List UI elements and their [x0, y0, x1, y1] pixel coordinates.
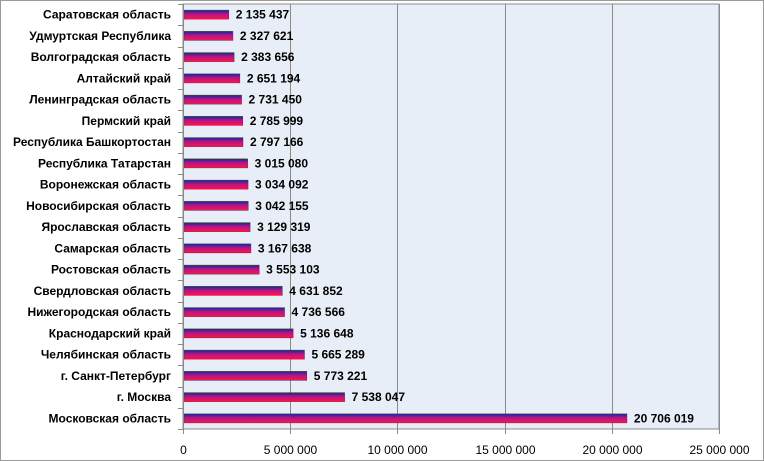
- category-label: г. Санкт-Петербург: [61, 369, 171, 383]
- value-label: 3 015 080: [255, 156, 309, 170]
- bar: [183, 116, 243, 126]
- category-label: Московская область: [49, 411, 171, 425]
- x-tick-label: 15 000 000: [475, 443, 535, 457]
- bar: [183, 73, 241, 84]
- bar: [183, 158, 248, 169]
- category-label: Свердловская область: [34, 284, 171, 298]
- category-label: Удмуртская Республика: [29, 29, 171, 43]
- x-tick-label: 25 000 000: [689, 443, 749, 457]
- value-label: 2 135 437: [236, 8, 290, 22]
- category-label: Новосибирская область: [26, 199, 171, 213]
- value-label: 3 034 092: [255, 178, 309, 192]
- x-tick-label: 5 000 000: [264, 443, 318, 457]
- category-label: Самарская область: [54, 241, 171, 255]
- category-label: Ленинградская область: [29, 93, 171, 107]
- bar: [183, 307, 285, 317]
- value-label: 3 129 319: [257, 220, 311, 234]
- x-tick-label: 0: [180, 443, 187, 457]
- bar: [183, 392, 345, 402]
- value-label: 2 327 621: [240, 29, 294, 43]
- category-label: Краснодарский край: [49, 326, 171, 340]
- category-label: Алтайский край: [77, 71, 171, 85]
- bar: [183, 328, 294, 339]
- bar: [183, 371, 308, 381]
- category-label: Нижегородская область: [27, 305, 171, 319]
- value-label: 3 167 638: [258, 241, 312, 255]
- bar: [183, 201, 249, 211]
- category-label: Ростовская область: [51, 263, 171, 277]
- category-label: Республика Башкортостан: [13, 135, 171, 149]
- category-label: Ярославская область: [41, 220, 171, 234]
- category-label: Республика Татарстан: [38, 156, 171, 170]
- category-label: г. Москва: [117, 390, 172, 404]
- value-label: 3 042 155: [255, 199, 309, 213]
- value-label: 2 785 999: [250, 114, 304, 128]
- value-label: 3 553 103: [266, 263, 320, 277]
- x-tick-label: 10 000 000: [367, 443, 427, 457]
- bar: [183, 264, 260, 275]
- bar: [183, 137, 244, 147]
- value-label: 5 136 648: [300, 326, 354, 340]
- value-label: 4 736 566: [292, 305, 346, 319]
- value-label: 5 665 289: [311, 348, 365, 362]
- bar: [183, 349, 305, 360]
- category-label: Саратовская область: [43, 8, 171, 22]
- value-label: 2 651 194: [247, 71, 301, 85]
- category-label: Волгоградская область: [31, 50, 171, 64]
- value-label: 4 631 852: [289, 284, 343, 298]
- value-label: 2 797 166: [250, 135, 304, 149]
- value-label: 7 538 047: [352, 390, 406, 404]
- bar: [183, 52, 235, 62]
- x-tick-label: 20 000 000: [582, 443, 642, 457]
- bar: [183, 222, 251, 232]
- value-label: 5 773 221: [314, 369, 368, 383]
- bar: [183, 243, 252, 254]
- value-label: 20 706 019: [634, 411, 694, 425]
- bar: [183, 9, 230, 20]
- category-label: Воронежская область: [40, 178, 171, 192]
- bar: [183, 286, 283, 296]
- bar: [183, 94, 242, 105]
- plot-area: [182, 3, 720, 430]
- bar: [183, 413, 628, 424]
- category-label: Пермский край: [82, 114, 171, 128]
- bar: [183, 31, 234, 41]
- category-label: Челябинская область: [41, 348, 171, 362]
- value-label: 2 731 450: [249, 93, 303, 107]
- value-label: 2 383 656: [241, 50, 295, 64]
- bar: [183, 179, 249, 190]
